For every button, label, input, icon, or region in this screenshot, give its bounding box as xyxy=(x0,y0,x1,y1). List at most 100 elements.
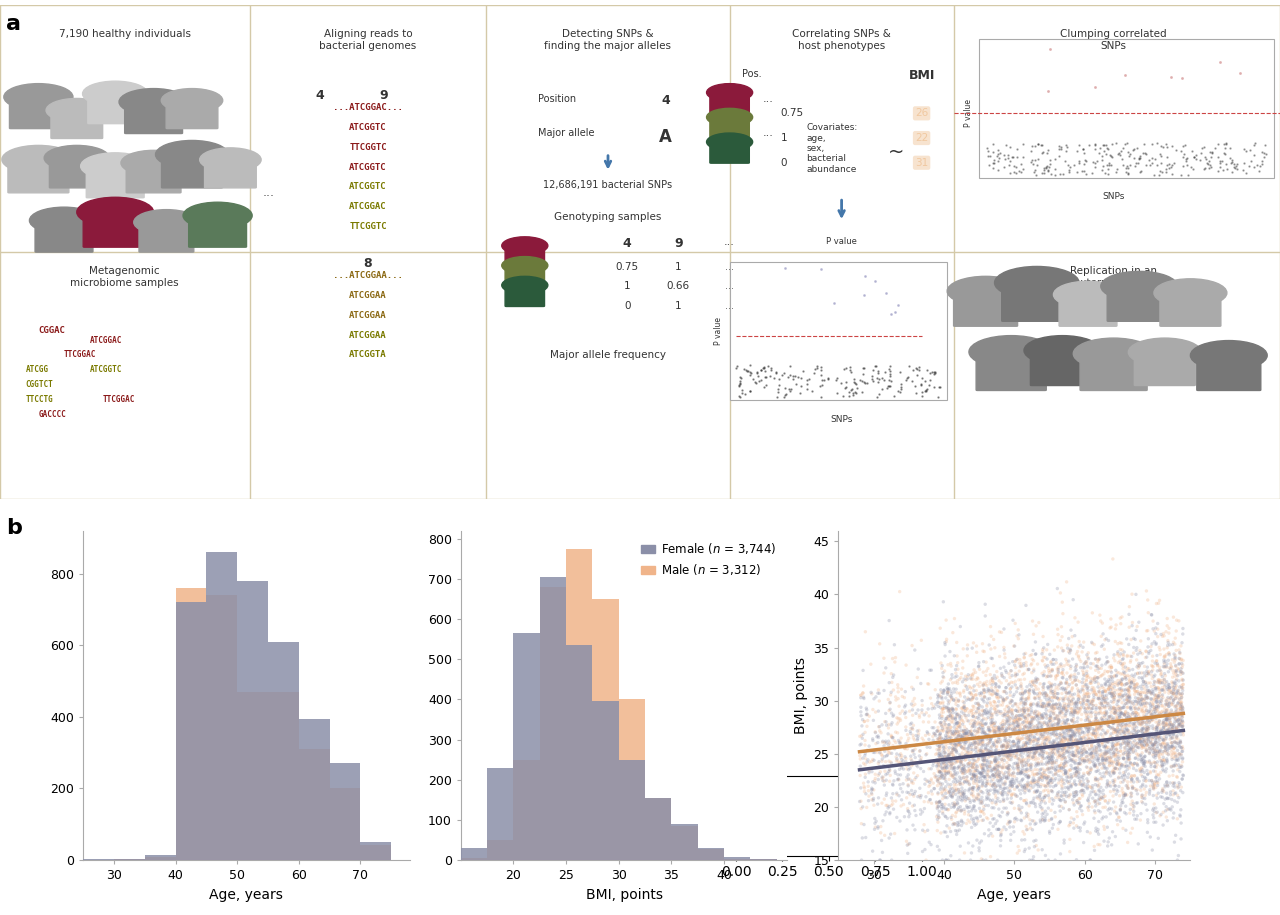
Point xyxy=(1030,747,1051,761)
Point xyxy=(790,371,810,385)
Point xyxy=(1046,753,1066,768)
Point xyxy=(1130,731,1151,746)
Point xyxy=(952,729,973,744)
Point xyxy=(861,792,882,807)
Bar xyxy=(566,549,593,860)
Point xyxy=(1041,684,1061,698)
Point xyxy=(988,723,1009,737)
Point xyxy=(1128,748,1148,762)
Point xyxy=(961,742,982,757)
Point xyxy=(1083,721,1103,736)
Point xyxy=(850,737,870,752)
Point xyxy=(1019,734,1039,748)
Point xyxy=(897,734,918,748)
Point xyxy=(1084,742,1105,757)
Point xyxy=(895,741,915,756)
Point xyxy=(1134,719,1155,734)
Point xyxy=(1021,775,1042,790)
Point xyxy=(884,305,905,319)
Point xyxy=(1155,724,1175,738)
Point xyxy=(1156,697,1176,712)
Point xyxy=(1064,795,1084,810)
Point xyxy=(989,767,1010,781)
Point xyxy=(961,705,982,720)
Point xyxy=(1066,165,1087,179)
Point xyxy=(1073,718,1093,733)
Point xyxy=(1044,690,1065,705)
Point xyxy=(1129,712,1149,727)
Point xyxy=(916,725,937,739)
Point xyxy=(1107,749,1128,764)
Point xyxy=(1014,705,1034,720)
Point xyxy=(1069,717,1089,732)
Point xyxy=(1116,788,1137,802)
Point xyxy=(924,781,945,796)
Point xyxy=(1123,672,1143,686)
Point xyxy=(1032,719,1052,734)
Point xyxy=(1056,704,1076,718)
Circle shape xyxy=(133,210,200,235)
Point xyxy=(1041,156,1061,171)
Point xyxy=(1042,662,1062,677)
Point xyxy=(933,723,954,737)
Point xyxy=(1041,669,1061,684)
Point xyxy=(731,371,751,385)
Point xyxy=(1112,647,1133,662)
Point xyxy=(1082,738,1102,753)
Point xyxy=(1105,737,1125,752)
Point xyxy=(1108,665,1129,680)
Point xyxy=(992,738,1012,753)
Point xyxy=(1172,653,1193,668)
Point xyxy=(948,694,969,708)
Point xyxy=(942,757,963,771)
Point xyxy=(1089,766,1110,780)
Point xyxy=(1036,746,1056,760)
Point xyxy=(972,760,992,775)
Point xyxy=(1041,772,1061,787)
Point xyxy=(952,661,973,675)
Point xyxy=(954,672,974,686)
Point xyxy=(1046,722,1066,737)
Point xyxy=(1165,793,1185,808)
Point xyxy=(1062,704,1083,718)
Point xyxy=(1119,680,1139,694)
Point xyxy=(975,741,996,756)
Point xyxy=(1023,710,1043,725)
Point xyxy=(1080,746,1101,760)
Point xyxy=(1011,688,1032,703)
Point xyxy=(1076,669,1097,684)
Point xyxy=(911,750,932,765)
Point xyxy=(1156,761,1176,776)
Point xyxy=(1130,687,1151,702)
Point xyxy=(1088,659,1108,673)
Point xyxy=(977,776,997,791)
Point xyxy=(1160,716,1180,731)
Point xyxy=(1001,788,1021,802)
Point xyxy=(1146,727,1166,742)
Point xyxy=(1024,785,1044,800)
Point xyxy=(1106,669,1126,684)
Point xyxy=(914,802,934,816)
Point xyxy=(1111,683,1132,697)
Point xyxy=(1144,742,1165,757)
Point xyxy=(1048,693,1069,707)
Point xyxy=(995,707,1015,722)
Point xyxy=(1137,722,1157,737)
Point xyxy=(1098,161,1119,176)
Point xyxy=(1167,753,1188,768)
Point xyxy=(987,699,1007,714)
Point xyxy=(995,707,1015,722)
Point xyxy=(1085,758,1106,772)
Point xyxy=(1143,712,1164,727)
Point xyxy=(851,737,872,751)
Point xyxy=(1036,803,1056,818)
Point xyxy=(1025,153,1046,167)
Point xyxy=(957,775,978,790)
Point xyxy=(1147,758,1167,772)
Point xyxy=(1012,686,1033,701)
Point xyxy=(908,759,928,774)
Point xyxy=(879,799,900,813)
Point xyxy=(895,739,915,754)
Point xyxy=(932,721,952,736)
Point xyxy=(941,693,961,707)
